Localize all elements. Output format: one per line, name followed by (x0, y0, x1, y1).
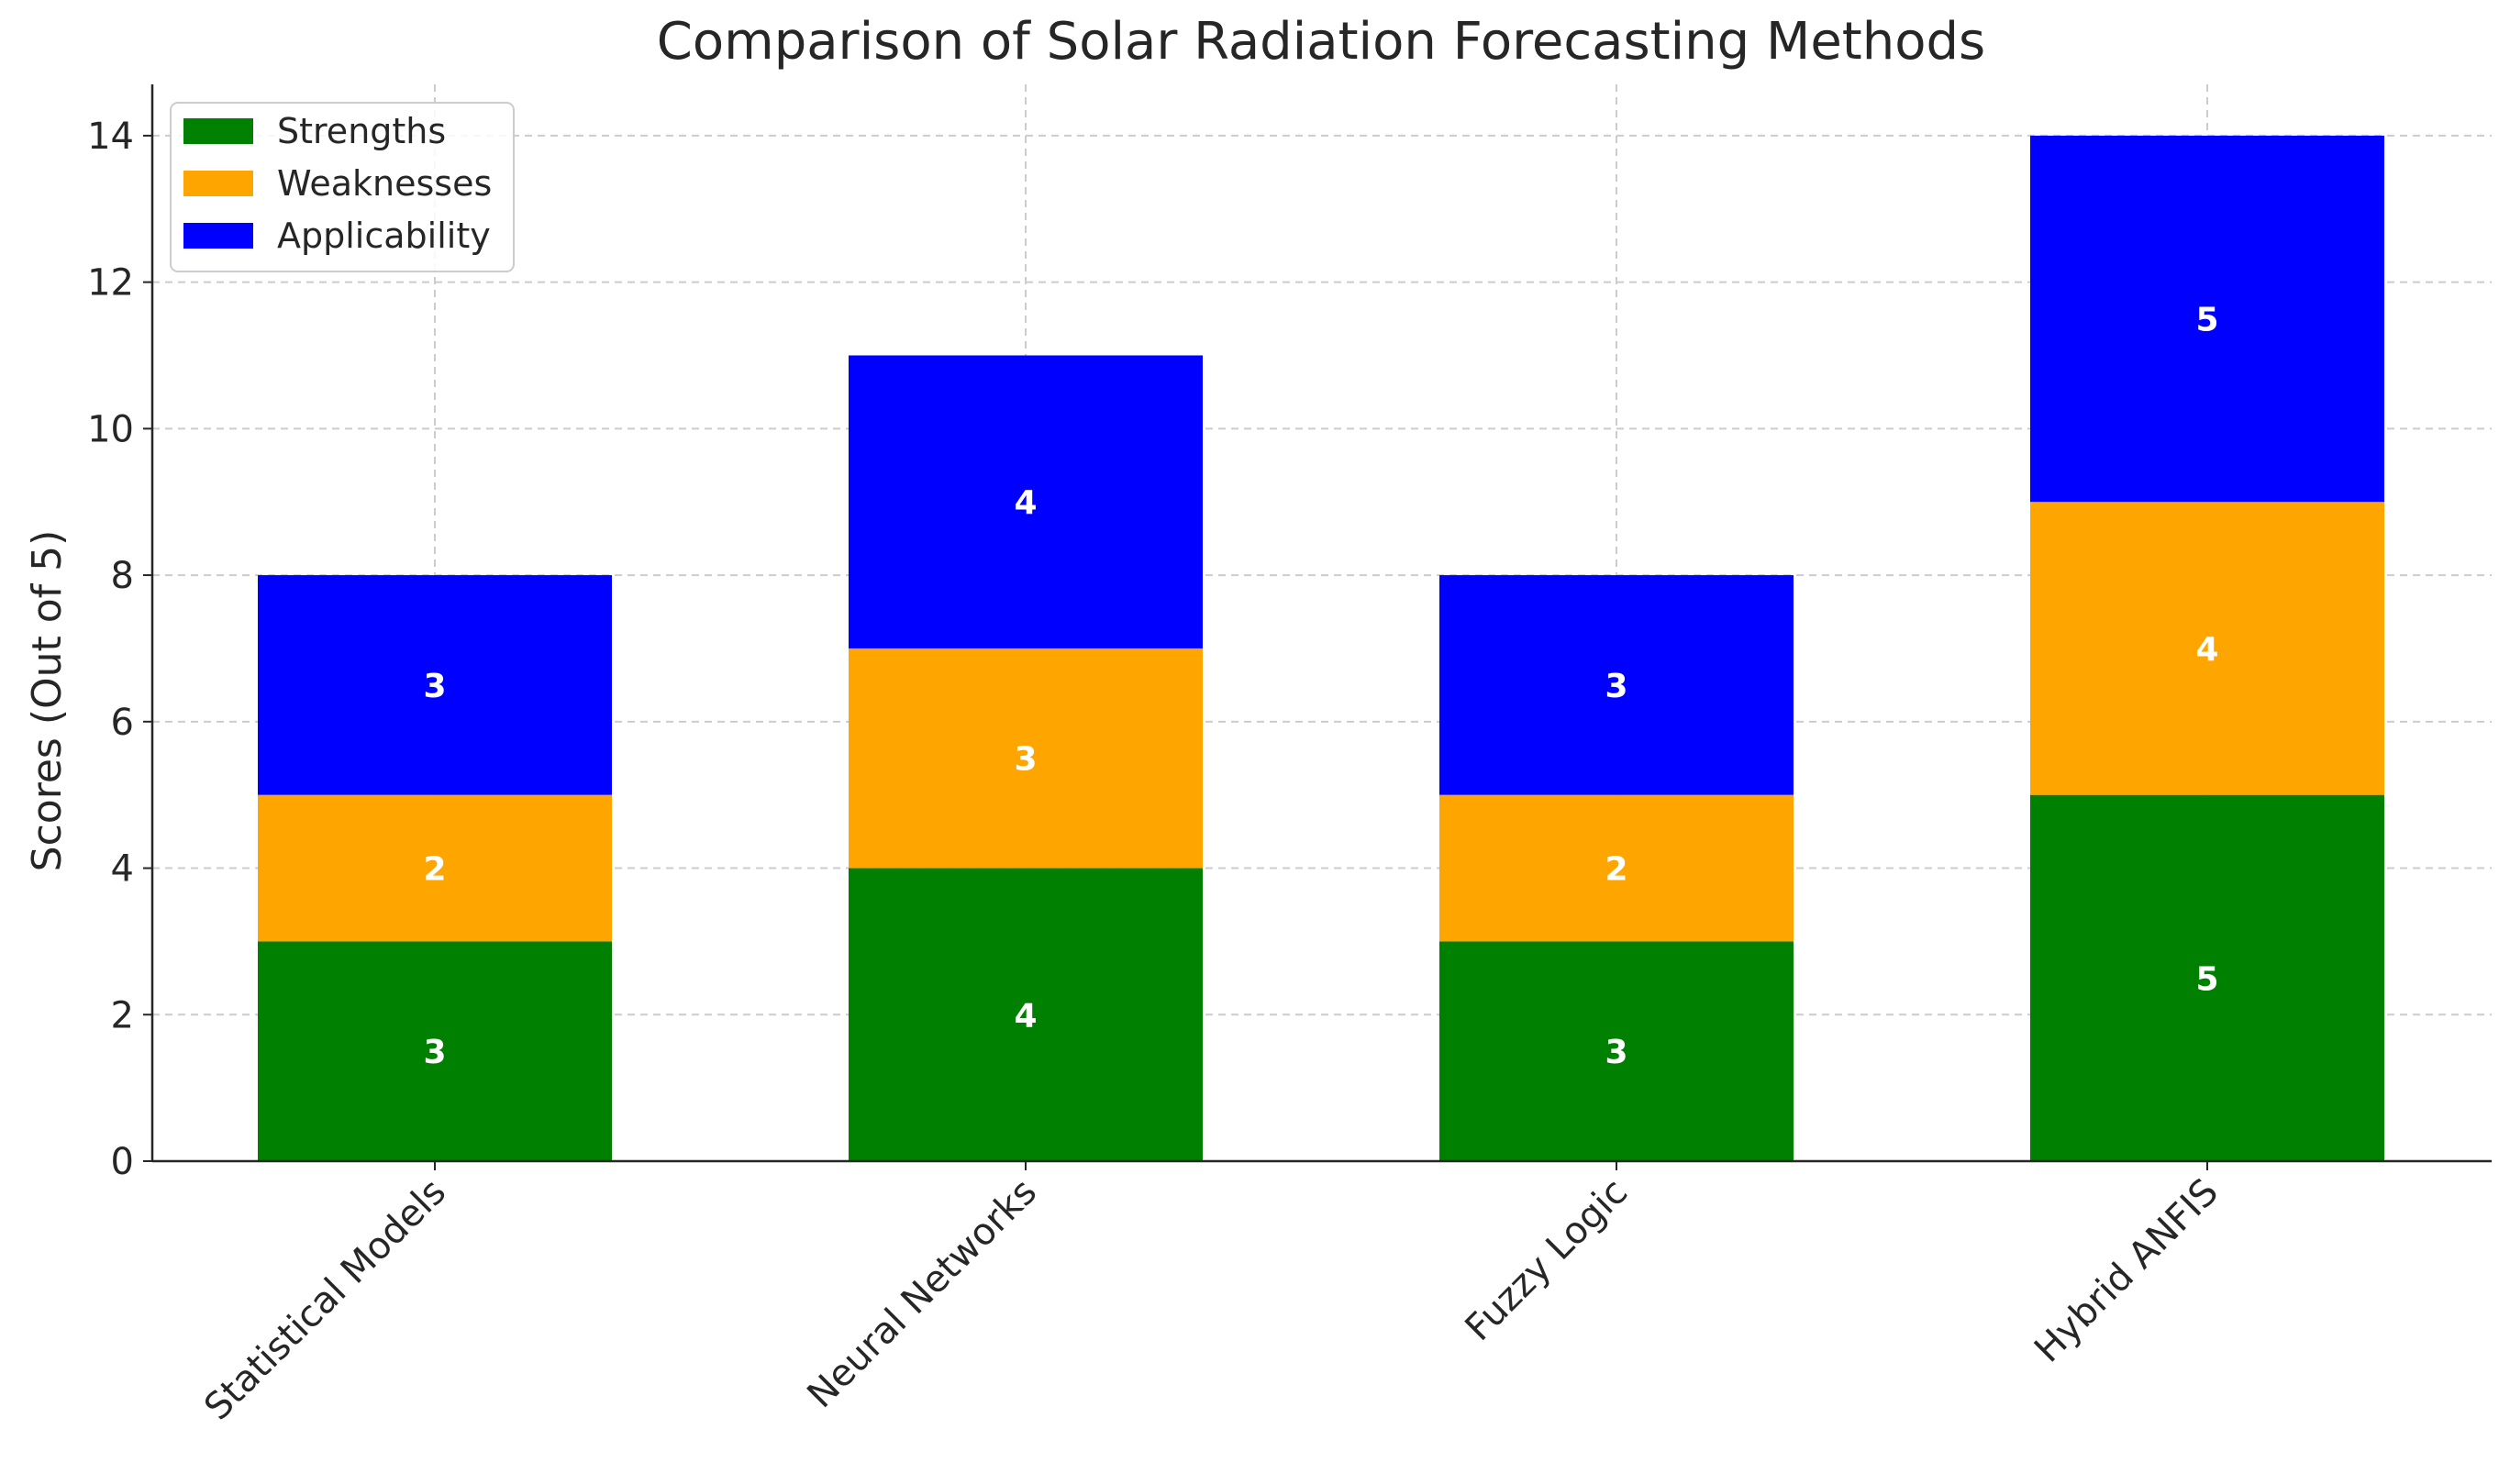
bar-value-label: 5 (2195, 960, 2218, 998)
bar-value-label: 2 (1605, 851, 1627, 889)
bar-value-label: 4 (2195, 631, 2218, 669)
bar-value-label: 3 (1014, 741, 1037, 779)
legend-label-applicability: Applicability (277, 216, 491, 256)
bar-strengths (2030, 794, 2384, 1161)
y-tick-label: 8 (111, 555, 134, 597)
bar-weaknesses (849, 648, 1203, 869)
legend-swatch-applicability (183, 223, 253, 249)
legend-box (170, 102, 515, 272)
y-tick-label: 4 (111, 848, 134, 891)
bar-value-label: 3 (1605, 1034, 1627, 1071)
bars: 3 2 3 4 3 4 3 2 3 5 4 5 (258, 135, 2384, 1161)
y-tick-label: 6 (111, 702, 134, 744)
bar-value-label: 3 (423, 668, 446, 705)
legend-label-weaknesses: Weaknesses (277, 163, 492, 204)
y-tick-label: 2 (111, 994, 134, 1036)
y-axis-label: Scores (Out of 5) (24, 530, 71, 872)
bar-weaknesses (2030, 502, 2384, 795)
y-tick-label: 12 (87, 262, 134, 305)
bar-value-label: 4 (1014, 997, 1037, 1035)
bar-value-label: 3 (1605, 668, 1627, 705)
axes (150, 84, 2492, 1163)
bar-strengths (258, 941, 612, 1161)
legend-swatch-strengths (183, 118, 253, 144)
bar-value-label: 5 (2195, 302, 2218, 339)
y-tick-label: 10 (87, 408, 134, 450)
legend-swatch-weaknesses (183, 171, 253, 196)
bar-applicability (849, 355, 1203, 648)
bar-weaknesses (258, 794, 612, 942)
bar-applicability (1439, 575, 1794, 795)
y-tick-label: 14 (87, 116, 134, 158)
chart-title: Comparison of Solar Radiation Forecastin… (657, 12, 1985, 72)
bar-strengths (1439, 941, 1794, 1161)
bar-weaknesses (1439, 794, 1794, 942)
bar-value-label: 3 (423, 1034, 446, 1071)
bar-applicability (258, 575, 612, 795)
bar-value-label: 4 (1014, 484, 1037, 522)
legend-label-strengths: Strengths (277, 111, 446, 151)
bar-applicability (2030, 135, 2384, 503)
legend[interactable]: Strengths Weaknesses Applicability (170, 102, 515, 272)
bar-value-label: 2 (423, 851, 446, 889)
bar-strengths (849, 868, 1203, 1161)
y-tick-label: 0 (111, 1141, 134, 1183)
